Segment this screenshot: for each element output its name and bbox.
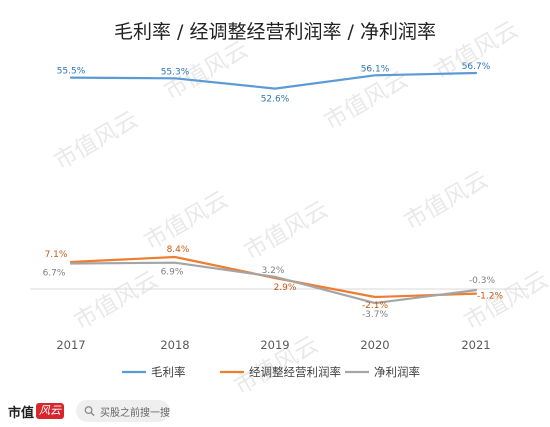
data-label-gross-margin: 52.6% <box>261 95 290 105</box>
watermark-text: 市值风云 <box>400 167 493 236</box>
data-label-gross-margin: 55.5% <box>57 67 86 77</box>
watermark-text: 市值风云 <box>430 17 523 86</box>
brand-text: 市值 <box>8 405 35 421</box>
brand-badge: 风云 <box>36 403 65 419</box>
search-placeholder: 买股之前搜一搜 <box>100 407 170 419</box>
data-label-adjusted-operating-margin: 2.9% <box>274 283 297 293</box>
x-tick-label: 2020 <box>360 338 389 352</box>
x-tick-label: 2018 <box>160 338 189 352</box>
data-label-net-margin: -0.3% <box>469 276 496 286</box>
x-tick-label: 2017 <box>56 338 85 352</box>
watermark-text: 市值风云 <box>240 197 333 266</box>
brand-logo: 市值 风云 <box>8 402 65 421</box>
search-bar[interactable]: 买股之前搜一搜 <box>76 400 170 422</box>
series-line-adjusted-operating-margin <box>69 255 478 299</box>
data-label-adjusted-operating-margin: -1.2% <box>477 292 504 302</box>
x-axis-ticks: 2017 2018 2019 2020 2021 <box>56 338 490 352</box>
data-label-gross-margin: 56.7% <box>462 62 491 72</box>
legend-label-adjusted-operating-margin: 经调整经营利润率 <box>249 365 341 379</box>
series-line-gross-margin <box>69 71 478 90</box>
data-label-gross-margin: 55.3% <box>161 67 190 77</box>
footer-bar: 市值 风云 买股之前搜一搜 <box>0 396 550 427</box>
legend: 毛利率 经调整经营利润率 净利润率 <box>122 365 420 379</box>
data-label-adjusted-operating-margin: 8.4% <box>167 245 190 255</box>
watermark-text: 市值风云 <box>70 267 163 336</box>
chart-title: 毛利率 / 经调整经营利润率 / 净利润率 <box>114 21 436 43</box>
x-tick-label: 2019 <box>260 338 289 352</box>
series-lines <box>69 71 478 305</box>
legend-label-gross-margin: 毛利率 <box>151 365 186 379</box>
data-label-net-margin: 3.2% <box>262 266 285 276</box>
x-tick-label: 2021 <box>461 338 490 352</box>
legend-label-net-margin: 净利润率 <box>374 365 420 379</box>
data-label-net-margin: -3.7% <box>362 310 389 320</box>
data-label-net-margin: 6.7% <box>43 268 66 278</box>
series-line-net-margin <box>69 261 478 305</box>
data-label-adjusted-operating-margin: -2.1% <box>362 301 389 311</box>
data-label-adjusted-operating-margin: 7.1% <box>45 250 68 260</box>
data-labels: 55.5% 55.3% 52.6% 56.1% 56.7% 7.1% 8.4% 2.9% -2.… <box>43 62 504 320</box>
search-icon <box>84 406 95 417</box>
data-label-net-margin: 6.9% <box>161 268 184 278</box>
watermark-text: 市值风云 <box>50 107 143 176</box>
data-label-gross-margin: 56.1% <box>361 64 390 74</box>
